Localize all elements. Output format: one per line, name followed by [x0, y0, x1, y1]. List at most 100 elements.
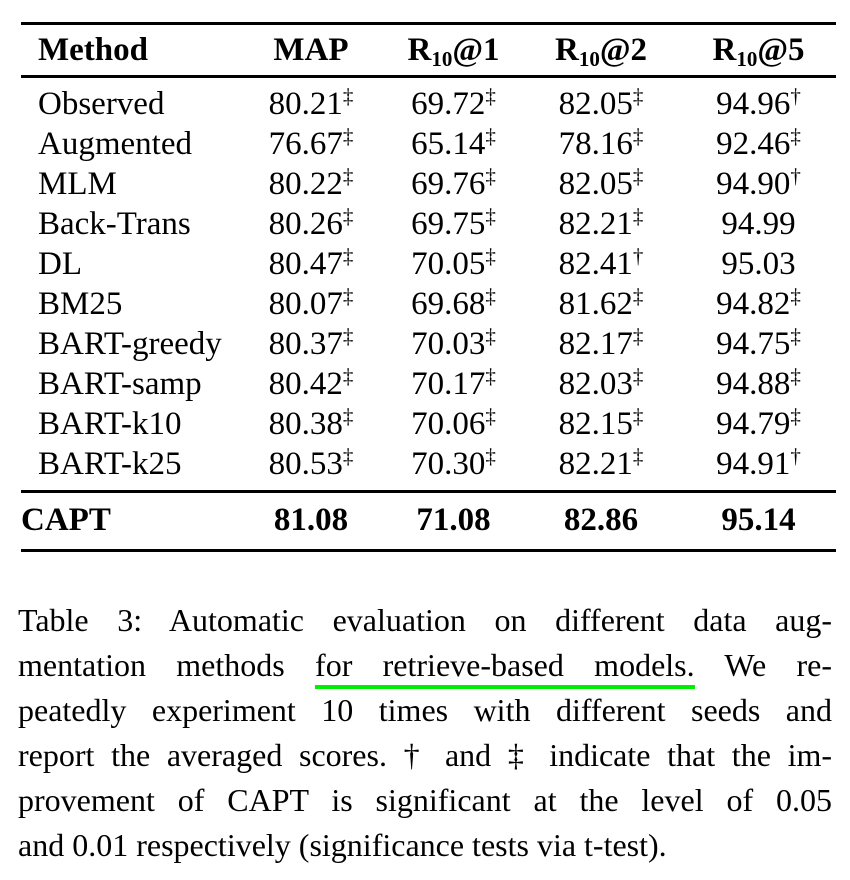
value-cell: 70.06‡ [386, 404, 521, 444]
significance-marker: † [790, 164, 801, 188]
significance-marker: ‡ [342, 404, 354, 428]
metric-value: 70.30 [411, 446, 486, 482]
value-cell: 81.08 [236, 492, 386, 551]
header-subscript: 10 [736, 47, 758, 71]
table-caption: Table 3: Automatic evaluation on differe… [18, 598, 832, 868]
metric-value: 71.08 [416, 502, 491, 538]
value-cell: 82.05‡ [521, 164, 681, 204]
metric-value: 94.88 [716, 366, 791, 402]
table-row: BM25 80.07‡ 69.68‡ 81.62‡ 94.82‡ [21, 284, 836, 324]
table-row: Observed 80.21‡ 69.72‡ 82.05‡ 94.96† [21, 77, 836, 125]
significance-marker: ‡ [342, 444, 354, 468]
metric-value: 94.90 [716, 166, 791, 202]
significance-marker: ‡ [790, 124, 801, 148]
metric-value: 70.05 [411, 246, 486, 282]
column-header-map: MAP [236, 24, 386, 77]
significance-marker: ‡ [485, 124, 496, 148]
header-text: @1 [452, 32, 500, 68]
value-cell: 78.16‡ [521, 124, 681, 164]
metric-value: 95.03 [721, 246, 796, 282]
header-text: R [407, 32, 432, 68]
value-cell: 80.38‡ [236, 404, 386, 444]
metric-value: 95.14 [721, 502, 796, 538]
metric-value: 69.68 [411, 286, 486, 322]
significance-marker: ‡ [632, 204, 644, 228]
table-row: BART-greedy 80.37‡ 70.03‡ 82.17‡ 94.75‡ [21, 324, 836, 364]
value-cell: 92.46‡ [681, 124, 836, 164]
significance-marker: ‡ [790, 284, 801, 308]
metric-value: 82.17 [558, 326, 633, 362]
metric-value: 82.21 [558, 206, 633, 242]
header-subscript: 10 [431, 47, 453, 71]
significance-marker: ‡ [632, 164, 644, 188]
value-cell: 94.75‡ [681, 324, 836, 364]
significance-marker: ‡ [632, 404, 644, 428]
value-cell: 94.91† [681, 444, 836, 492]
table-row: DL 80.47‡ 70.05‡ 82.41† 95.03 [21, 244, 836, 284]
metric-value: 82.41 [558, 246, 633, 282]
caption-text-segment: peatedly experiment 10 times with differ… [18, 692, 832, 728]
caption-line: report the averaged scores. † and ‡ indi… [18, 733, 832, 778]
value-cell: 94.90† [681, 164, 836, 204]
caption-line: mentation methods for retrieve-based mod… [18, 643, 832, 689]
metric-value: 94.75 [716, 326, 791, 362]
header-text: @2 [599, 32, 648, 68]
significance-marker: ‡ [342, 204, 354, 228]
method-cell: CAPT [21, 502, 111, 538]
significance-marker: ‡ [790, 364, 801, 388]
metric-value: 80.42 [268, 366, 343, 402]
value-cell: 80.07‡ [236, 284, 386, 324]
value-cell: 82.17‡ [521, 324, 681, 364]
method-cell: BART-greedy [38, 326, 222, 362]
method-cell: Back-Trans [38, 206, 191, 242]
metric-value: 80.07 [268, 286, 343, 322]
metric-value: 94.99 [721, 206, 796, 242]
header-text: Method [38, 32, 148, 68]
value-cell: 82.15‡ [521, 404, 681, 444]
method-cell: MLM [38, 166, 117, 202]
table-body: Observed 80.21‡ 69.72‡ 82.05‡ 94.96† Augmente… [21, 77, 836, 492]
value-cell: 80.37‡ [236, 324, 386, 364]
caption-underlined-phrase: for retrieve-based models. [315, 647, 695, 689]
caption-text-segment: and 0.01 respectively (significance test… [18, 827, 667, 863]
value-cell: 82.21‡ [521, 204, 681, 244]
value-cell: 82.21‡ [521, 444, 681, 492]
significance-marker: ‡ [632, 124, 644, 148]
caption-text-segment: Table 3: Automatic evaluation on differe… [18, 602, 832, 638]
metric-value: 94.91 [716, 446, 791, 482]
metric-value: 82.21 [558, 446, 633, 482]
significance-marker: ‡ [632, 84, 644, 108]
header-text: R [712, 32, 737, 68]
caption-line: and 0.01 respectively (significance test… [18, 823, 832, 868]
significance-marker: ‡ [485, 444, 496, 468]
value-cell: 95.14 [681, 492, 836, 551]
significance-marker: ‡ [632, 284, 644, 308]
caption-line: Table 3: Automatic evaluation on differe… [18, 598, 832, 643]
value-cell: 80.26‡ [236, 204, 386, 244]
significance-marker: ‡ [342, 244, 354, 268]
significance-marker: ‡ [485, 324, 496, 348]
metric-value: 80.53 [268, 446, 343, 482]
metric-value: 82.05 [558, 166, 633, 202]
metric-value: 69.76 [411, 166, 486, 202]
metric-value: 70.06 [411, 406, 486, 442]
header-text: @5 [757, 32, 805, 68]
significance-marker: ‡ [632, 444, 644, 468]
value-cell: 94.82‡ [681, 284, 836, 324]
significance-marker: ‡ [485, 84, 496, 108]
significance-marker: ‡ [342, 164, 354, 188]
metric-value: 80.47 [268, 246, 343, 282]
table-row: Augmented 76.67‡ 65.14‡ 78.16‡ 92.46‡ [21, 124, 836, 164]
metric-value: 76.67 [268, 126, 343, 162]
metric-value: 82.05 [558, 86, 633, 122]
metric-value: 70.03 [411, 326, 486, 362]
metric-value: 81.08 [273, 502, 349, 538]
value-cell: 82.86 [521, 492, 681, 551]
value-cell: 69.68‡ [386, 284, 521, 324]
caption-line: provement of CAPT is significant at the … [18, 778, 832, 823]
metric-value: 80.21 [268, 86, 343, 122]
table-row: MLM 80.22‡ 69.76‡ 82.05‡ 94.90† [21, 164, 836, 204]
paper-table-figure: Method MAP R10@1 R10@2 R10@5 Observed 80.21‡ 6… [0, 22, 850, 880]
table-row: Back-Trans 80.26‡ 69.75‡ 82.21‡ 94.99 [21, 204, 836, 244]
metric-value: 94.96 [716, 86, 791, 122]
